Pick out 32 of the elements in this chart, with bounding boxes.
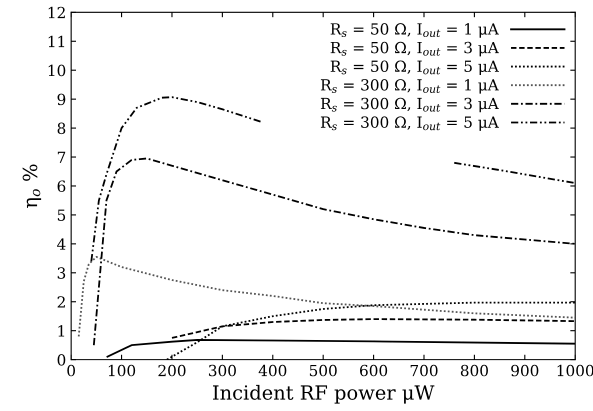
y-tick-label: 2 bbox=[58, 296, 65, 308]
legend-label: R$_{s}$ = 50 Ω, I$_{out}$ = 5 μA bbox=[330, 60, 499, 75]
x-tick-label: 300 bbox=[208, 364, 236, 376]
x-axis-title: Incident RF power μW bbox=[213, 384, 434, 404]
y-tick-label: 6 bbox=[58, 180, 66, 192]
x-tick-label: 500 bbox=[310, 364, 337, 376]
y-tick-label: 9 bbox=[58, 94, 66, 106]
x-tick-label: 800 bbox=[460, 364, 488, 376]
x-tick-label: 900 bbox=[511, 364, 538, 376]
y-tick-label: 8 bbox=[58, 122, 66, 134]
y-tick-label: 3 bbox=[58, 267, 66, 279]
x-tick-label: 200 bbox=[158, 364, 186, 376]
y-tick-label: 10 bbox=[48, 64, 66, 76]
y-tick-label: 12 bbox=[48, 6, 65, 18]
legend-label: R$_{s}$ = 300 Ω, I$_{out}$ = 3 μA bbox=[320, 98, 499, 112]
y-tick-label: 4 bbox=[57, 238, 66, 250]
legend-label: R$_{s}$ = 50 Ω, I$_{out}$ = 1 μA bbox=[330, 23, 499, 38]
x-tick-label: 600 bbox=[360, 364, 388, 376]
x-tick-label: 100 bbox=[108, 364, 136, 376]
y-axis-title: η$_{o}$ % bbox=[22, 164, 42, 208]
y-tick-label: 1 bbox=[58, 325, 64, 336]
legend-label: R$_{s}$ = 300 Ω, I$_{out}$ = 1 μA bbox=[320, 79, 499, 94]
x-tick-label: 700 bbox=[410, 364, 438, 376]
legend-label: R$_{s}$ = 50 Ω, I$_{out}$ = 3 μA bbox=[330, 42, 499, 56]
x-tick-label: 400 bbox=[258, 364, 286, 376]
y-tick-label: 7 bbox=[58, 152, 66, 163]
y-tick-label: 5 bbox=[58, 210, 66, 221]
legend-label: R$_{s}$ = 300 Ω, I$_{out}$ = 5 μA bbox=[320, 116, 499, 131]
x-tick-label: 0 bbox=[67, 364, 76, 376]
line-series bbox=[78, 256, 576, 338]
y-tick-label: 0 bbox=[58, 354, 66, 366]
y-tick-label: 11 bbox=[48, 36, 64, 48]
